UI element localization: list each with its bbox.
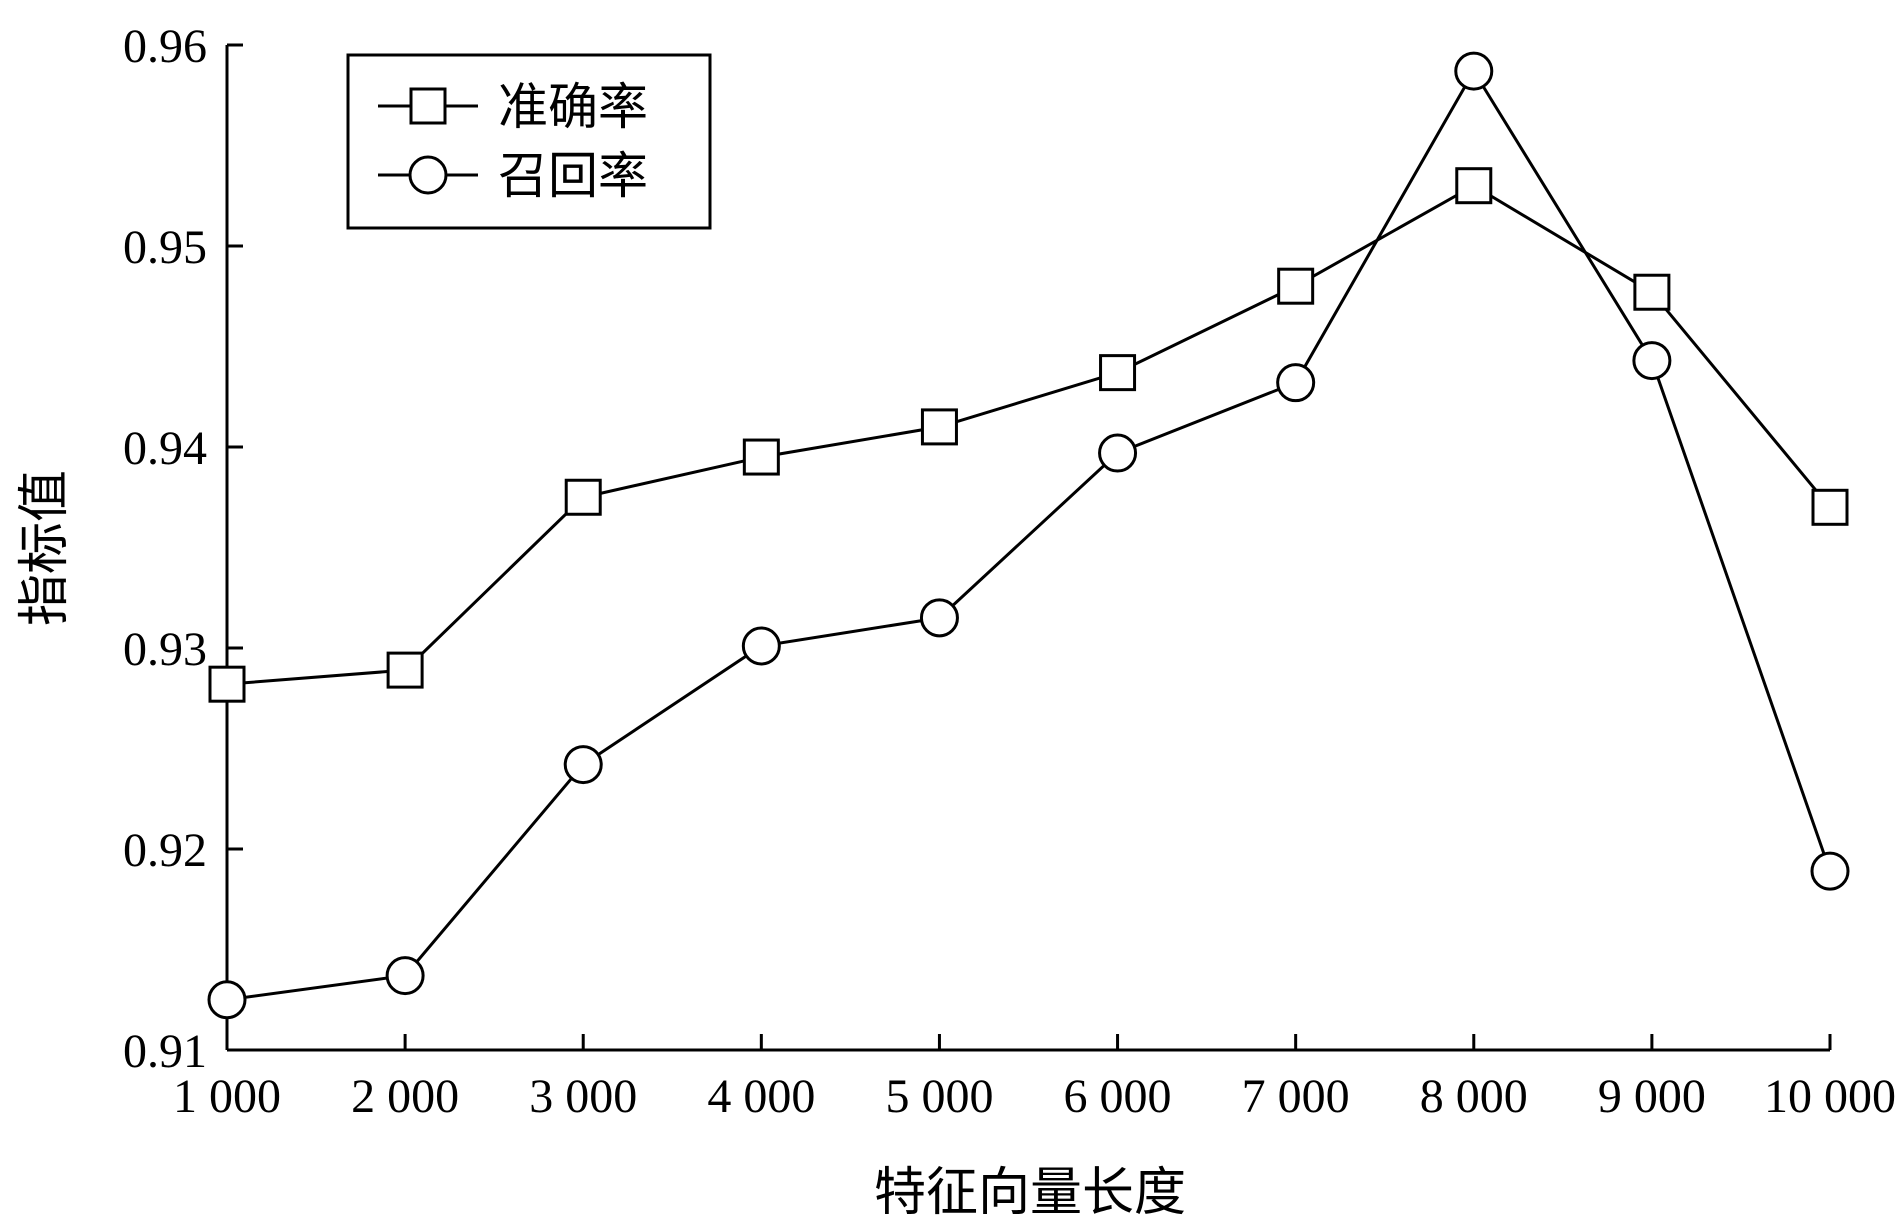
y-tick-label: 0.93 (123, 623, 207, 676)
data-point-circle (1454, 51, 1494, 91)
data-point-circle (741, 626, 781, 666)
data-point-circle (1632, 341, 1672, 381)
data-point-circle (563, 745, 603, 785)
y-axis-title: 指标值 (15, 470, 75, 626)
data-point-circle (1098, 433, 1138, 473)
x-tick-label: 4 000 (707, 1070, 815, 1123)
data-point-square (920, 408, 958, 446)
legend-box (346, 53, 712, 230)
data-point-circle (1810, 851, 1850, 891)
data-point-circle (1276, 363, 1316, 403)
x-tick-label: 10 000 (1764, 1070, 1896, 1123)
series-circle (207, 51, 1850, 1020)
x-tick-label: 6 000 (1064, 1070, 1172, 1123)
x-tick-label: 1 000 (173, 1070, 281, 1123)
x-tick-label: 5 000 (885, 1070, 993, 1123)
legend-label-accuracy: 准确率 (498, 78, 648, 136)
y-tick-label: 0.94 (123, 422, 207, 475)
x-tick-label: 8 000 (1420, 1070, 1528, 1123)
x-axis-ticks: 1 000 2 000 3 000 4 000 5 000 6 000 7 000 8 000… (173, 1034, 1896, 1123)
data-point-square (386, 651, 424, 689)
data-point-square (1099, 354, 1137, 392)
data-point-circle (919, 598, 959, 638)
legend-marker-square (409, 87, 447, 125)
data-point-circle (207, 980, 247, 1020)
series-layer (207, 51, 1850, 1020)
x-tick-label: 9 000 (1598, 1070, 1706, 1123)
y-tick-label: 0.92 (123, 824, 207, 877)
data-point-square (208, 665, 246, 703)
x-axis-title: 特征向量长度 (874, 1163, 1186, 1223)
legend-marker-circle (408, 155, 448, 195)
data-point-square (564, 478, 602, 516)
data-point-square (1277, 267, 1315, 305)
y-axis-ticks: 0.91 0.92 0.93 0.94 0.95 0.96 (123, 20, 243, 1078)
series-line (226, 68, 1832, 1002)
x-tick-label: 7 000 (1242, 1070, 1350, 1123)
data-point-square (1811, 488, 1849, 526)
legend-label-recall: 召回率 (498, 147, 648, 205)
series-square (208, 167, 1849, 703)
data-point-square (1633, 273, 1671, 311)
y-tick-label: 0.96 (123, 20, 207, 73)
legend: 准确率 召回率 (346, 53, 712, 230)
y-tick-label: 0.95 (123, 221, 207, 274)
data-point-circle (385, 956, 425, 996)
x-tick-label: 2 000 (351, 1070, 459, 1123)
y-tick-label: 0.91 (123, 1025, 207, 1078)
data-point-square (1455, 167, 1493, 205)
series-line (226, 183, 1832, 686)
x-tick-label: 3 000 (529, 1070, 637, 1123)
data-point-square (742, 438, 780, 476)
